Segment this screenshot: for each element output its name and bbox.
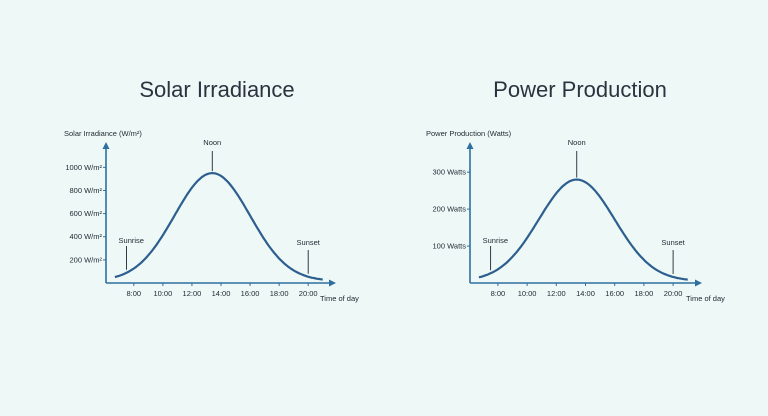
series-line [478, 178, 688, 281]
y-tick-label: 100 Watts [433, 242, 467, 251]
y-tick-label: 300 Watts [433, 168, 467, 177]
x-tick-label: 10:00 [153, 289, 172, 298]
x-tick-label: 8:00 [126, 289, 141, 298]
x-tick-label: 12:00 [547, 289, 566, 298]
annotation-sunset: Sunset [297, 238, 321, 247]
y-tick-label: 400 W/m² [69, 232, 102, 241]
x-axis-label: Time of day [320, 294, 359, 303]
y-tick-label: 200 W/m² [69, 255, 102, 264]
x-tick-label: 20:00 [664, 289, 683, 298]
y-axis-label: Power Production (Watts) [426, 129, 512, 138]
annotation-noon: Noon [203, 138, 221, 147]
annotation-sunrise: Sunrise [483, 236, 508, 245]
y-axis-arrow [466, 142, 474, 149]
y-tick-label: 1000 W/m² [65, 163, 102, 172]
x-tick-label: 10:00 [518, 289, 537, 298]
x-tick-label: 8:00 [491, 289, 506, 298]
y-tick-label: 200 Watts [433, 205, 467, 214]
x-axis-arrow [695, 279, 702, 287]
annotation-sunset: Sunset [661, 238, 685, 247]
chart-title: Power Production [493, 77, 667, 102]
x-tick-label: 20:00 [299, 289, 318, 298]
x-tick-label: 12:00 [183, 289, 202, 298]
series-line [114, 171, 323, 281]
x-tick-label: 16:00 [605, 289, 624, 298]
x-tick-label: 18:00 [270, 289, 289, 298]
chart-panel-2: Power Production Power Production (Watts)… [426, 77, 725, 303]
y-axis-label: Solar Irradiance (W/m²) [64, 129, 142, 138]
y-axis-arrow [102, 142, 110, 149]
x-tick-label: 14:00 [576, 289, 595, 298]
annotation-sunrise: Sunrise [119, 236, 144, 245]
x-axis-arrow [329, 279, 336, 287]
chart-panel-1: Solar Irradiance Solar Irradiance (W/m²) T… [64, 77, 359, 303]
y-tick-label: 600 W/m² [69, 209, 102, 218]
annotation-noon: Noon [568, 138, 586, 147]
x-tick-label: 14:00 [212, 289, 231, 298]
x-axis-label: Time of day [686, 294, 725, 303]
x-tick-label: 16:00 [241, 289, 260, 298]
x-tick-label: 18:00 [635, 289, 654, 298]
y-tick-label: 800 W/m² [69, 186, 102, 195]
chart-title: Solar Irradiance [139, 77, 294, 102]
